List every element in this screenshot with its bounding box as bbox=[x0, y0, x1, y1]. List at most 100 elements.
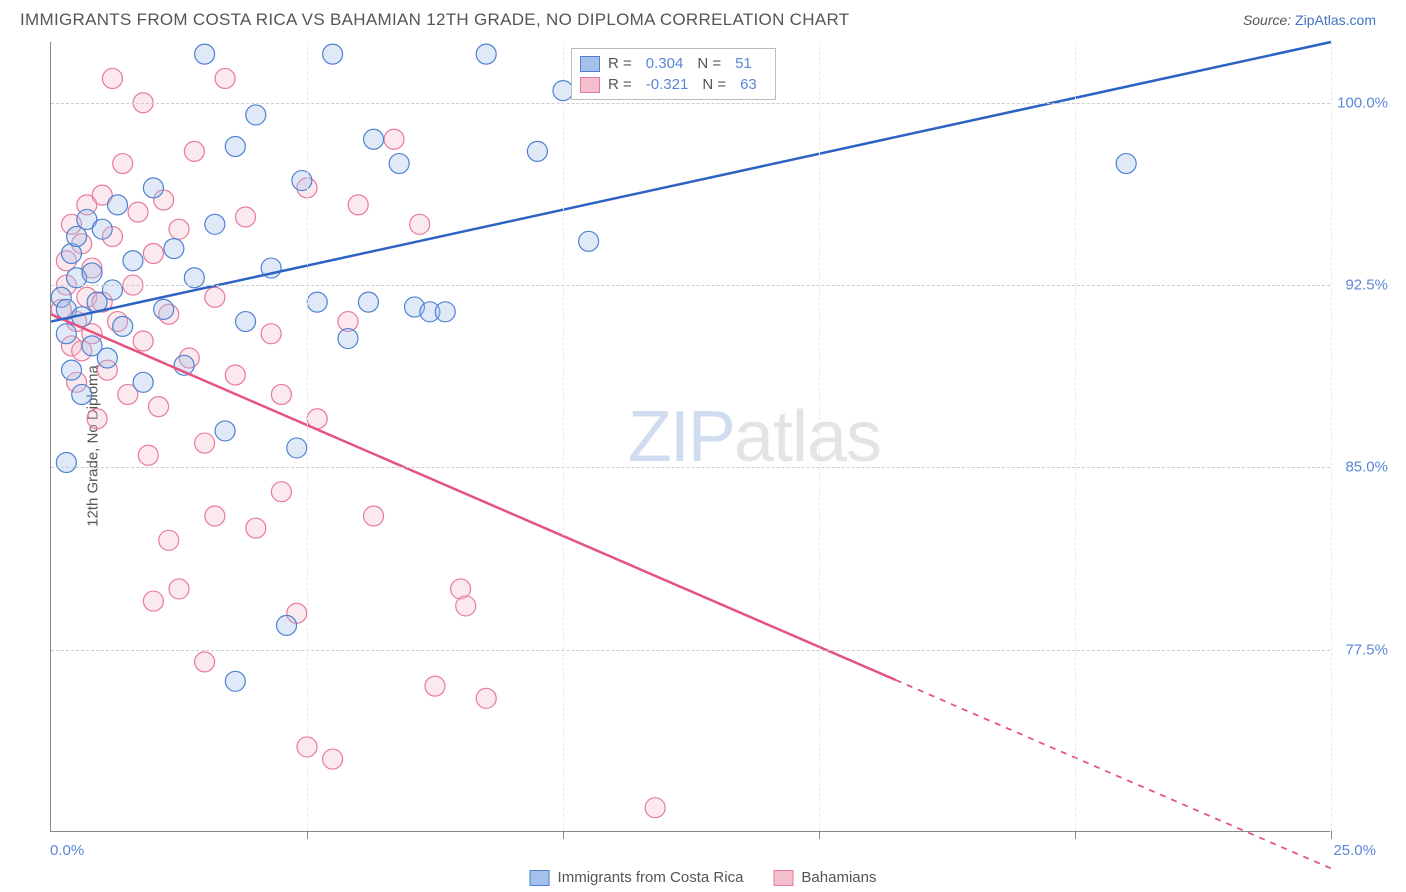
legend-swatch bbox=[580, 77, 600, 93]
plot-svg bbox=[51, 42, 1330, 831]
gridline-horizontal bbox=[51, 467, 1330, 468]
scatter-point bbox=[246, 518, 266, 538]
scatter-point bbox=[287, 438, 307, 458]
scatter-point bbox=[410, 214, 430, 234]
chart-plot-area: ZIPatlas R =0.304N =51R =-0.321N =63 bbox=[50, 42, 1330, 832]
scatter-point bbox=[159, 530, 179, 550]
r-value: 0.304 bbox=[640, 55, 690, 72]
scatter-point bbox=[338, 329, 358, 349]
legend-swatch bbox=[773, 870, 793, 886]
source-link[interactable]: ZipAtlas.com bbox=[1295, 12, 1376, 28]
gridline-vertical bbox=[1331, 42, 1332, 831]
scatter-point bbox=[128, 202, 148, 222]
scatter-point bbox=[435, 302, 455, 322]
y-tick-label: 92.5% bbox=[1345, 277, 1388, 294]
n-value: 63 bbox=[734, 76, 763, 93]
scatter-point bbox=[215, 421, 235, 441]
scatter-point bbox=[56, 324, 76, 344]
scatter-point bbox=[476, 688, 496, 708]
correlation-legend-row: R =0.304N =51 bbox=[580, 53, 763, 74]
scatter-point bbox=[143, 178, 163, 198]
x-tick bbox=[1331, 831, 1332, 839]
scatter-point bbox=[261, 324, 281, 344]
gridline-horizontal bbox=[51, 285, 1330, 286]
regression-line bbox=[51, 314, 896, 680]
scatter-point bbox=[164, 239, 184, 259]
chart-title: IMMIGRANTS FROM COSTA RICA VS BAHAMIAN 1… bbox=[20, 10, 849, 30]
scatter-point bbox=[61, 360, 81, 380]
x-axis-label-right: 25.0% bbox=[1333, 842, 1376, 859]
y-tick-label: 77.5% bbox=[1345, 641, 1388, 658]
scatter-point bbox=[97, 348, 117, 368]
scatter-point bbox=[169, 219, 189, 239]
scatter-point bbox=[87, 409, 107, 429]
series-legend-label: Immigrants from Costa Rica bbox=[558, 869, 744, 886]
scatter-point bbox=[133, 372, 153, 392]
scatter-point bbox=[113, 154, 133, 174]
scatter-point bbox=[205, 214, 225, 234]
r-label: R = bbox=[608, 76, 632, 93]
x-tick bbox=[563, 831, 564, 839]
scatter-point bbox=[143, 591, 163, 611]
legend-swatch bbox=[580, 56, 600, 72]
scatter-point bbox=[645, 798, 665, 818]
scatter-point bbox=[195, 44, 215, 64]
scatter-point bbox=[133, 331, 153, 351]
scatter-point bbox=[154, 299, 174, 319]
scatter-point bbox=[384, 129, 404, 149]
scatter-point bbox=[425, 676, 445, 696]
gridline-vertical bbox=[307, 42, 308, 831]
scatter-point bbox=[236, 207, 256, 227]
scatter-point bbox=[271, 482, 291, 502]
series-legend: Immigrants from Costa Rica Bahamians bbox=[530, 869, 877, 886]
scatter-point bbox=[102, 280, 122, 300]
scatter-point bbox=[225, 365, 245, 385]
scatter-point bbox=[389, 154, 409, 174]
scatter-point bbox=[108, 195, 128, 215]
scatter-point bbox=[225, 671, 245, 691]
scatter-point bbox=[323, 44, 343, 64]
scatter-point bbox=[138, 445, 158, 465]
series-legend-item: Immigrants from Costa Rica bbox=[530, 869, 744, 886]
scatter-point bbox=[307, 292, 327, 312]
scatter-point bbox=[123, 251, 143, 271]
scatter-point bbox=[364, 506, 384, 526]
regression-line-extrapolated bbox=[896, 680, 1331, 868]
scatter-point bbox=[476, 44, 496, 64]
n-value: 51 bbox=[729, 55, 758, 72]
scatter-point bbox=[456, 596, 476, 616]
chart-header: IMMIGRANTS FROM COSTA RICA VS BAHAMIAN 1… bbox=[0, 0, 1406, 38]
scatter-point bbox=[195, 652, 215, 672]
gridline-vertical bbox=[563, 42, 564, 831]
scatter-point bbox=[323, 749, 343, 769]
x-tick bbox=[1075, 831, 1076, 839]
scatter-point bbox=[1116, 154, 1136, 174]
y-tick-label: 85.0% bbox=[1345, 459, 1388, 476]
series-legend-item: Bahamians bbox=[773, 869, 876, 886]
scatter-point bbox=[246, 105, 266, 125]
scatter-point bbox=[277, 615, 297, 635]
scatter-point bbox=[364, 129, 384, 149]
series-legend-label: Bahamians bbox=[801, 869, 876, 886]
gridline-horizontal bbox=[51, 650, 1330, 651]
scatter-point bbox=[56, 453, 76, 473]
scatter-point bbox=[225, 137, 245, 157]
scatter-point bbox=[348, 195, 368, 215]
x-axis-label-left: 0.0% bbox=[50, 842, 84, 859]
scatter-point bbox=[205, 287, 225, 307]
scatter-point bbox=[184, 141, 204, 161]
correlation-legend-row: R =-0.321N =63 bbox=[580, 74, 763, 95]
scatter-point bbox=[215, 68, 235, 88]
scatter-point bbox=[527, 141, 547, 161]
scatter-point bbox=[149, 397, 169, 417]
scatter-point bbox=[72, 384, 92, 404]
x-tick bbox=[819, 831, 820, 839]
gridline-vertical bbox=[819, 42, 820, 831]
source-prefix: Source: bbox=[1243, 12, 1295, 28]
source-attribution: Source: ZipAtlas.com bbox=[1243, 12, 1376, 28]
scatter-point bbox=[113, 316, 133, 336]
r-label: R = bbox=[608, 55, 632, 72]
correlation-legend: R =0.304N =51R =-0.321N =63 bbox=[571, 48, 776, 100]
scatter-point bbox=[169, 579, 189, 599]
scatter-point bbox=[271, 384, 291, 404]
